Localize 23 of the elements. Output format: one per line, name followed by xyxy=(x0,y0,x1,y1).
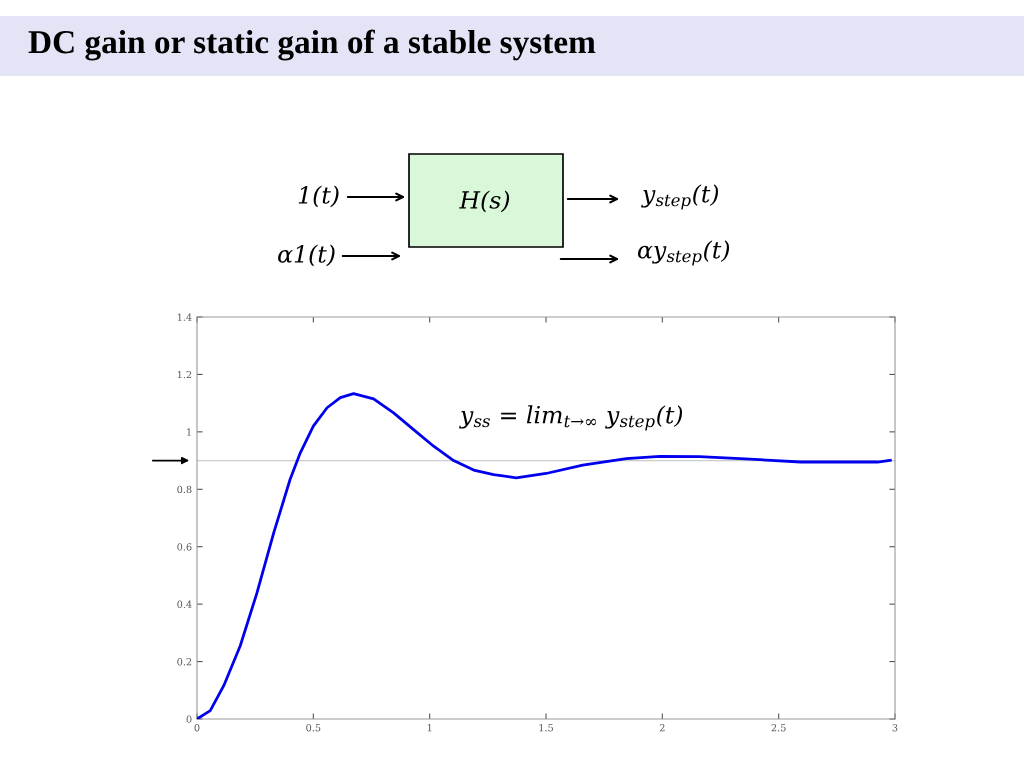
x-tick-label: 0.5 xyxy=(306,724,321,732)
annotation: y$_{ss}$ = lim$_{t→∞}$ y$_{step}$(t) xyxy=(459,405,683,431)
y-tick-label: 0.6 xyxy=(177,543,192,551)
text: 1(t) xyxy=(298,185,339,208)
text: α1(t) xyxy=(278,244,335,267)
y-tick-label: 0.8 xyxy=(177,485,192,494)
y-tick-label: 0.4 xyxy=(177,600,192,608)
y-tick-label: 0.2 xyxy=(177,658,192,666)
x-tick-label: 2 xyxy=(659,724,665,732)
y-tick-label: 1.4 xyxy=(177,313,192,321)
y-tick-label: 1 xyxy=(187,428,191,436)
text: αy$_{step}$(t) xyxy=(637,240,730,266)
y-tick-label: 0 xyxy=(186,715,192,723)
line-series xyxy=(197,392,892,719)
x-tick-label: 1.5 xyxy=(539,724,553,732)
x-tick-label: 3 xyxy=(892,724,898,732)
text: y$_{step}$(t) xyxy=(641,184,719,210)
chart-title: DC gain or static gain of a stable system xyxy=(28,29,596,61)
y-tick-label: 1.2 xyxy=(177,370,192,379)
x-tick-label: 2.5 xyxy=(771,724,786,732)
text: H(s) xyxy=(459,190,510,213)
x-tick-label: 1 xyxy=(427,724,432,732)
x-tick-label: 0 xyxy=(194,724,200,732)
